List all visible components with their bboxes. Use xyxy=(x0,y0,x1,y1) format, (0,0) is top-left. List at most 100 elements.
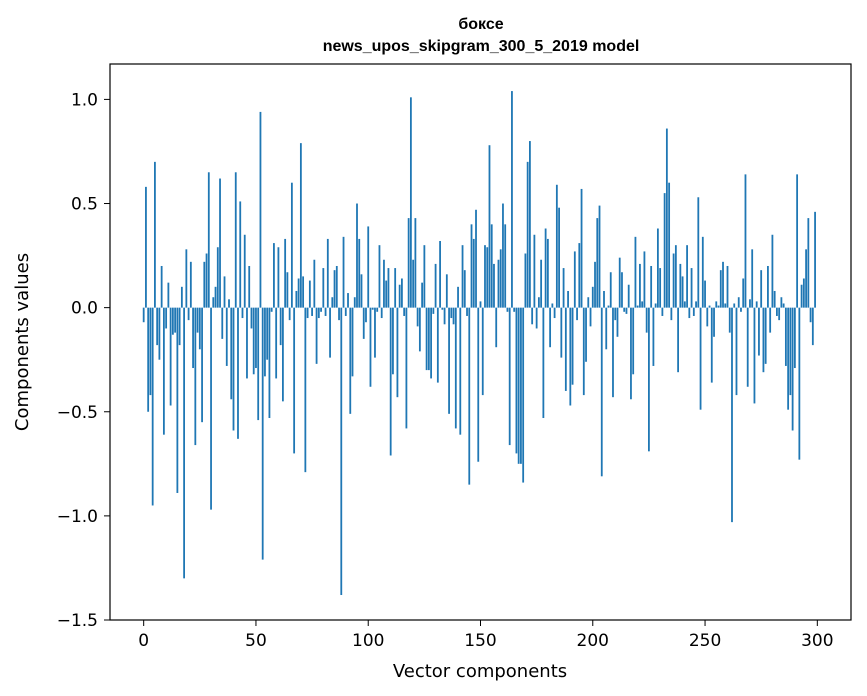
bar xyxy=(257,307,260,421)
bar xyxy=(551,303,554,308)
bar xyxy=(187,307,190,321)
bar xyxy=(398,284,401,308)
bar xyxy=(580,188,583,308)
bar xyxy=(430,307,432,379)
bar xyxy=(578,243,581,308)
bar xyxy=(374,307,376,358)
bar xyxy=(362,307,365,339)
bar xyxy=(333,270,336,308)
bar xyxy=(185,249,188,308)
bar xyxy=(811,307,814,346)
chart-subtitle: news_upos_skipgram_300_5_2019 model xyxy=(323,38,640,55)
x-tick-label: 0 xyxy=(138,631,149,651)
bar xyxy=(733,303,736,308)
bar xyxy=(576,307,578,321)
bar xyxy=(623,307,626,312)
bar xyxy=(789,307,792,396)
bar xyxy=(427,307,430,371)
bar xyxy=(378,245,381,308)
bar xyxy=(286,272,289,308)
x-tick-label: 300 xyxy=(801,631,833,651)
bar xyxy=(531,307,534,325)
bar xyxy=(807,218,810,308)
bar xyxy=(800,284,803,308)
bar xyxy=(147,307,150,412)
bar xyxy=(699,307,702,410)
bar xyxy=(641,301,644,308)
bar xyxy=(612,307,614,398)
bar xyxy=(737,297,740,308)
bar xyxy=(665,128,668,308)
bar xyxy=(221,307,224,339)
bar xyxy=(555,184,558,308)
bar xyxy=(306,307,309,319)
bar xyxy=(802,278,805,308)
bar xyxy=(340,307,343,596)
bar xyxy=(270,307,273,312)
bar xyxy=(749,299,751,308)
bar xyxy=(798,307,801,460)
bar xyxy=(569,307,572,406)
bar xyxy=(477,307,480,462)
bar xyxy=(784,307,787,366)
bar xyxy=(371,307,374,310)
bar xyxy=(160,265,163,308)
bar xyxy=(248,265,251,308)
bar xyxy=(663,193,666,308)
bar xyxy=(284,238,287,308)
bar xyxy=(468,307,471,485)
bar xyxy=(502,203,504,308)
bar xyxy=(342,236,345,308)
y-tick-label: 0.0 xyxy=(71,299,98,319)
bar xyxy=(167,282,170,308)
bar xyxy=(650,265,653,308)
bar xyxy=(394,268,397,308)
bar xyxy=(351,307,354,377)
bar xyxy=(558,207,560,308)
bar xyxy=(275,307,278,379)
bar xyxy=(169,307,172,406)
bar xyxy=(196,307,199,333)
bar xyxy=(383,259,385,308)
bar xyxy=(562,268,565,308)
bar xyxy=(329,307,331,358)
bar xyxy=(445,274,448,308)
bar xyxy=(589,307,592,327)
bar xyxy=(452,307,455,325)
bar xyxy=(203,261,206,308)
bar xyxy=(268,307,271,419)
bar xyxy=(387,268,390,308)
bar xyxy=(553,307,556,319)
bar xyxy=(322,268,325,308)
bar xyxy=(392,307,394,375)
bar xyxy=(776,307,778,316)
y-axis-label: Components values xyxy=(12,253,33,431)
bar xyxy=(648,307,650,452)
bar xyxy=(549,307,552,348)
y-tick-label: 1.0 xyxy=(71,90,98,110)
bar xyxy=(728,307,731,333)
bar xyxy=(416,307,419,327)
bar xyxy=(313,259,316,308)
bar xyxy=(710,307,713,383)
bar xyxy=(380,307,383,319)
bar xyxy=(677,307,679,373)
bar xyxy=(407,218,410,308)
bar xyxy=(239,201,242,308)
bar xyxy=(360,274,363,308)
bar xyxy=(324,307,327,316)
bar xyxy=(672,253,675,308)
bar xyxy=(335,265,338,308)
bar xyxy=(652,307,655,366)
bar xyxy=(793,307,796,369)
bar xyxy=(713,307,715,337)
bar xyxy=(520,307,522,464)
bar xyxy=(542,307,545,419)
bar xyxy=(769,307,772,333)
y-tick-label: −1.5 xyxy=(57,611,98,631)
bar xyxy=(740,307,742,312)
bar xyxy=(207,172,210,308)
bar xyxy=(299,143,302,308)
bar xyxy=(228,299,230,308)
bar xyxy=(266,307,269,360)
